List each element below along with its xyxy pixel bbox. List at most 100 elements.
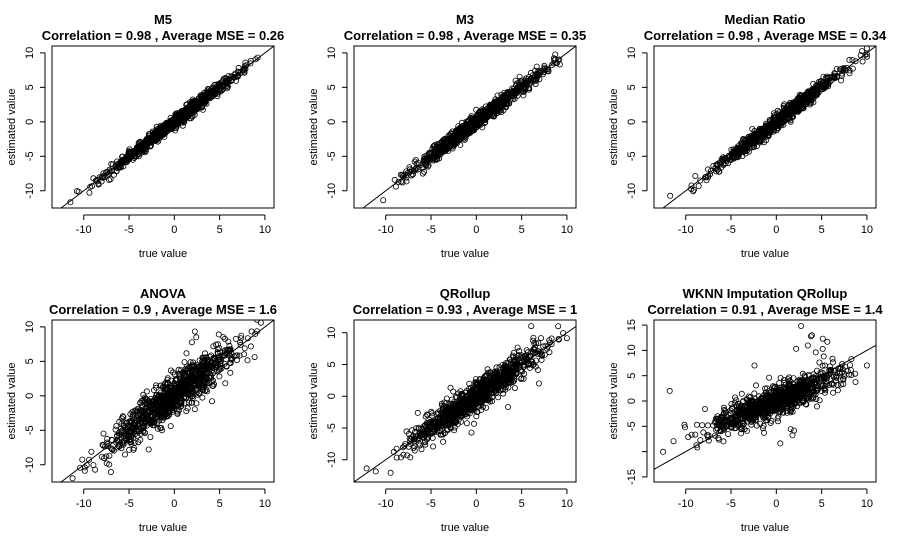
data-point	[145, 446, 152, 453]
x-tick-label: 0	[473, 498, 479, 510]
data-point	[445, 421, 452, 428]
data-point	[528, 323, 535, 330]
data-point	[820, 73, 827, 80]
x-tick-label: -5	[124, 224, 134, 236]
data-point	[437, 431, 444, 438]
x-tick-label: 0	[473, 224, 479, 236]
data-point	[518, 375, 525, 382]
y-tick-label: 10	[326, 327, 338, 339]
data-point	[107, 176, 114, 183]
x-axis-label: true value	[741, 248, 789, 260]
data-point	[511, 377, 518, 384]
data-point	[481, 377, 488, 384]
data-point	[467, 388, 474, 395]
data-point	[471, 118, 478, 125]
x-tick-label: 0	[171, 498, 177, 510]
data-point	[429, 155, 436, 162]
data-point	[131, 429, 138, 436]
data-point	[441, 399, 448, 406]
data-point	[200, 384, 207, 391]
data-point	[766, 374, 773, 381]
data-point	[161, 130, 168, 137]
data-point	[449, 143, 456, 150]
data-point	[454, 126, 461, 133]
data-point	[216, 345, 223, 352]
data-point	[174, 401, 181, 408]
data-point	[252, 56, 259, 63]
data-point	[133, 407, 140, 414]
data-point	[681, 421, 688, 428]
y-tick-label: -5	[626, 151, 638, 161]
data-point	[451, 427, 458, 434]
identity-line	[60, 46, 274, 208]
data-point	[807, 92, 814, 99]
data-point	[468, 429, 475, 436]
data-point	[393, 445, 400, 452]
plot-frame	[51, 319, 275, 483]
data-point	[201, 95, 208, 102]
data-point	[756, 126, 763, 133]
data-point	[499, 381, 506, 388]
data-point	[161, 393, 168, 400]
data-point	[200, 386, 207, 393]
data-point	[153, 391, 160, 398]
data-point	[474, 409, 481, 416]
data-point	[535, 366, 542, 373]
data-point	[477, 395, 484, 402]
y-tick-label: 5	[24, 358, 36, 364]
data-point	[776, 117, 783, 124]
data-point	[244, 357, 251, 364]
data-point	[422, 439, 429, 446]
data-point	[480, 110, 487, 117]
data-point	[502, 372, 509, 379]
data-point	[176, 114, 183, 121]
data-point	[846, 56, 853, 63]
data-point	[515, 79, 522, 86]
data-point	[447, 384, 454, 391]
data-point	[137, 436, 144, 443]
scatter-points	[69, 320, 264, 482]
data-point	[863, 53, 870, 60]
data-point	[688, 182, 695, 189]
data-point	[490, 382, 497, 389]
y-tick-label: -10	[326, 452, 338, 468]
data-point	[846, 70, 853, 77]
data-point	[454, 413, 461, 420]
data-point	[500, 97, 507, 104]
y-tick-label: 5	[326, 361, 338, 367]
data-point	[118, 445, 125, 452]
data-point	[145, 400, 152, 407]
data-point	[217, 349, 224, 356]
data-point	[429, 434, 436, 441]
data-point	[159, 392, 166, 399]
data-point	[692, 172, 699, 179]
data-point	[143, 388, 150, 395]
data-point	[476, 109, 483, 116]
x-tick-label: 5	[217, 498, 223, 510]
data-point	[552, 51, 559, 58]
data-point	[863, 46, 870, 52]
data-point	[533, 63, 540, 70]
data-point	[165, 403, 172, 410]
data-point	[204, 363, 211, 370]
data-point	[482, 116, 489, 123]
y-axis-label: estimated value	[6, 88, 18, 165]
data-point	[86, 189, 93, 196]
data-point	[421, 422, 428, 429]
data-point	[240, 66, 247, 73]
data-point	[436, 150, 443, 157]
data-point	[213, 81, 220, 88]
x-tick-label: 5	[217, 224, 223, 236]
data-point	[518, 78, 525, 85]
panel-subtitle: Correlation = 0.98 , Average MSE = 0.34	[644, 28, 887, 43]
data-point	[200, 377, 207, 384]
data-point	[181, 400, 188, 407]
data-point	[520, 375, 527, 382]
identity-line	[354, 325, 576, 482]
data-point	[500, 390, 507, 397]
